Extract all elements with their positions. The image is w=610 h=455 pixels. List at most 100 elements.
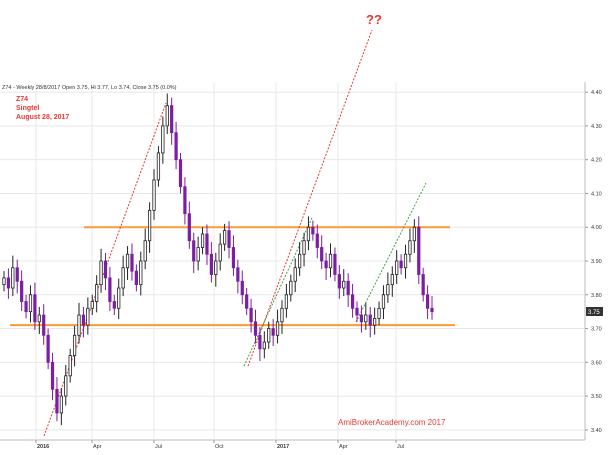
x-tick-label: 2017 — [277, 444, 289, 450]
y-tick-label: 3.60 — [591, 360, 602, 366]
candle — [81, 306, 86, 338]
candle-body-down — [134, 270, 138, 286]
candle — [170, 97, 174, 145]
candle-body-down — [355, 307, 359, 316]
candle — [161, 116, 165, 164]
candle — [99, 248, 103, 293]
candle — [284, 283, 289, 318]
y-tick-label: 3.50 — [591, 394, 602, 400]
candle — [134, 264, 138, 292]
candle-body-down — [399, 260, 403, 269]
candle — [280, 300, 284, 334]
candle-body-up — [2, 277, 6, 286]
candle-body-up — [395, 260, 399, 275]
candle-body-up — [377, 307, 381, 319]
candle — [275, 309, 280, 344]
y-tick-label: 4.30 — [591, 124, 602, 130]
candle — [28, 285, 33, 323]
trendline-green-1 — [243, 217, 313, 367]
candle-body-down — [209, 253, 213, 275]
candle-body-down — [178, 159, 183, 188]
candle-body-down — [271, 328, 275, 336]
candle — [306, 216, 311, 251]
candle-body-down — [55, 388, 59, 414]
candle-body-up — [117, 287, 121, 309]
candle-body-down — [417, 226, 421, 275]
candle-body-down — [46, 334, 50, 363]
candle — [209, 242, 213, 283]
candle-body-up — [408, 240, 412, 255]
candle — [125, 246, 130, 280]
candle-body-down — [24, 301, 28, 313]
candle-body-up — [381, 294, 386, 309]
current-price-label: 3.75 — [588, 310, 600, 316]
candle — [395, 250, 399, 284]
candle-body-down — [430, 307, 434, 313]
candle-body-down — [333, 253, 337, 275]
candle — [37, 306, 41, 334]
candle — [108, 267, 112, 311]
trendlines — [43, 29, 427, 437]
candle — [20, 270, 24, 311]
candle — [200, 227, 205, 255]
candle-body-up — [298, 253, 302, 269]
y-tick-label: 4.00 — [591, 225, 602, 231]
candle-body-up — [72, 334, 77, 356]
candle-body-down — [315, 233, 319, 248]
candle — [399, 254, 403, 275]
candle — [337, 265, 341, 299]
candle-body-up — [200, 233, 205, 248]
candle — [183, 177, 187, 225]
candle — [368, 306, 372, 338]
annotation-date: August 28, 2017 — [16, 114, 69, 121]
y-tick-label: 4.40 — [591, 90, 602, 96]
candle — [223, 223, 227, 251]
candle — [6, 268, 11, 299]
candle-body-down — [103, 260, 108, 279]
y-tick-label: 3.70 — [591, 327, 602, 333]
candle-body-down — [350, 294, 355, 309]
candle-body-up — [95, 284, 99, 302]
candle — [2, 271, 6, 292]
candle-body-up — [280, 307, 284, 323]
candle — [417, 216, 421, 284]
annotation-question: ?? — [366, 12, 382, 27]
candle-body-up — [121, 267, 125, 289]
candle-body-down — [425, 294, 430, 309]
candle-body-up — [364, 314, 368, 323]
candle — [112, 294, 116, 316]
annotation-name: Singtel — [16, 105, 39, 112]
candle-body-down — [236, 267, 240, 282]
candle-body-down — [205, 233, 209, 255]
candle-body-up — [403, 253, 408, 269]
candle-body-up — [147, 209, 152, 242]
candle-body-up — [37, 314, 41, 323]
x-tick-label: 2016 — [37, 444, 49, 450]
candle — [408, 228, 412, 263]
candle — [267, 321, 271, 349]
candle-body-down — [108, 277, 112, 302]
candle-body-up — [275, 321, 280, 336]
x-tick-label: Jul — [155, 444, 162, 450]
y-tick-label: 3.90 — [591, 259, 602, 265]
trendline-green-2 — [355, 182, 427, 323]
candle — [359, 305, 364, 333]
candle — [196, 236, 200, 271]
candle-body-up — [59, 395, 63, 414]
candle-body-down — [20, 280, 24, 302]
candle — [205, 224, 209, 266]
candle — [355, 301, 359, 322]
candle — [72, 325, 77, 367]
candle — [350, 283, 355, 318]
candle — [143, 228, 147, 270]
candle-body-up — [223, 230, 227, 245]
candle-body-up — [342, 280, 346, 289]
candle — [165, 93, 169, 135]
y-axis-ticks: 3.40 3.50 3.60 3.70 3.80 3.90 4.00 4.10 4.20 4.30… — [585, 90, 602, 434]
candle — [236, 259, 240, 294]
watermark-text: AmiBrokerAcademy.com 2017 — [338, 418, 446, 427]
candle-body-up — [28, 294, 33, 313]
candle-body-down — [81, 314, 86, 326]
candle — [147, 202, 152, 253]
